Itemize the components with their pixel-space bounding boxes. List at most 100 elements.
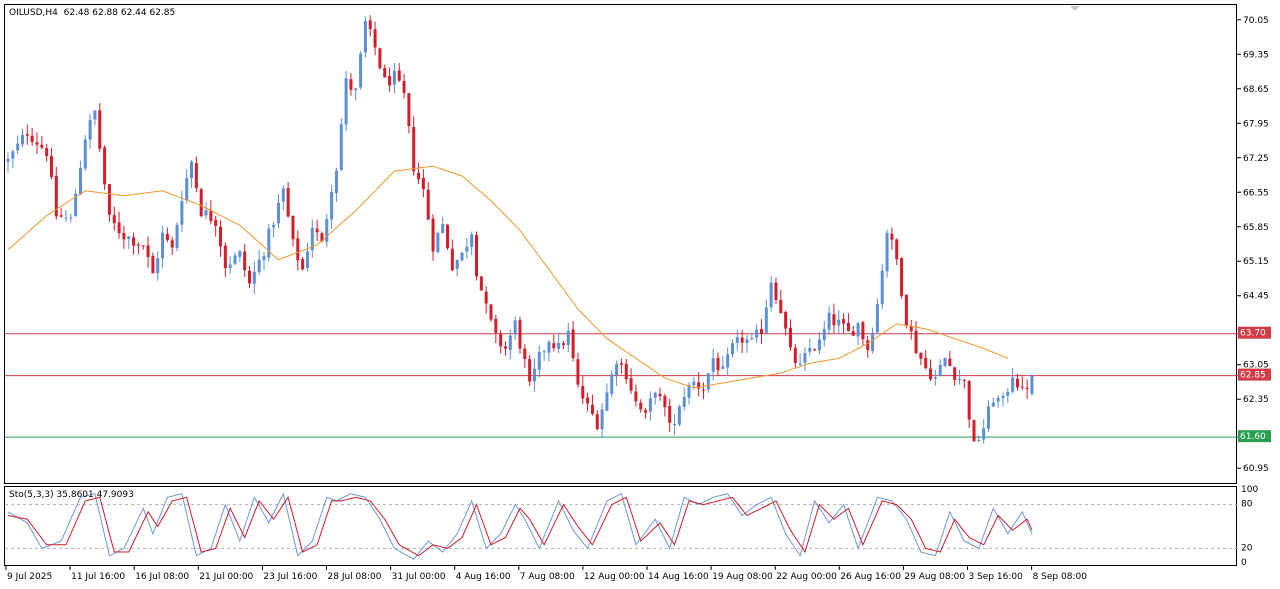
candle-body bbox=[132, 237, 136, 246]
candle-body bbox=[581, 385, 585, 399]
price-chart-pane[interactable]: OILUSD,H4 62.48 62.88 62.44 62.85 bbox=[4, 4, 1238, 485]
candle-body bbox=[204, 210, 208, 216]
time-tick-label: 16 Jul 08:00 bbox=[135, 572, 189, 582]
candle-body bbox=[967, 381, 971, 420]
price-tag-support bbox=[1238, 430, 1271, 443]
candle-body bbox=[286, 188, 290, 217]
candle-body bbox=[460, 252, 464, 261]
candle-body bbox=[320, 233, 324, 242]
candle-body bbox=[615, 364, 619, 376]
candle-body bbox=[508, 335, 512, 351]
candle-body bbox=[334, 170, 338, 194]
time-tick-label: 4 Aug 16:00 bbox=[456, 572, 511, 582]
candle-body bbox=[199, 189, 203, 217]
candle-body bbox=[475, 234, 479, 277]
time-tick-label: 31 Jul 00:00 bbox=[392, 572, 446, 582]
candle-body bbox=[687, 385, 691, 398]
candle-body bbox=[446, 224, 450, 249]
candle-body bbox=[49, 156, 53, 177]
candle-body bbox=[470, 234, 474, 247]
candle-body bbox=[547, 341, 551, 353]
time-tick-label: 19 Aug 08:00 bbox=[712, 572, 773, 582]
candle-body bbox=[948, 358, 952, 367]
time-tick-label: 12 Aug 00:00 bbox=[584, 572, 645, 582]
candle-body bbox=[924, 357, 928, 369]
candle-body bbox=[610, 374, 614, 394]
candle-body bbox=[127, 236, 131, 239]
time-tick-label: 21 Jul 00:00 bbox=[199, 572, 253, 582]
candle-body bbox=[305, 251, 309, 269]
candle-body bbox=[832, 314, 836, 326]
candle-body bbox=[576, 359, 580, 385]
price-tick-label: 65.15 bbox=[1243, 257, 1269, 267]
candle-body bbox=[856, 323, 860, 337]
candle-body bbox=[528, 359, 532, 382]
candle-body bbox=[499, 334, 503, 347]
candle-body bbox=[561, 343, 565, 345]
candle-body bbox=[146, 245, 150, 257]
candle-body bbox=[112, 215, 116, 224]
price-tick-label: 67.25 bbox=[1243, 154, 1269, 164]
candle-body bbox=[793, 347, 797, 363]
candle-body bbox=[363, 20, 367, 53]
candle-body bbox=[296, 238, 300, 261]
price-tick-label: 69.35 bbox=[1243, 50, 1269, 60]
candle-body bbox=[619, 363, 623, 365]
price-chart-canvas[interactable] bbox=[5, 5, 1238, 485]
candle-body bbox=[238, 251, 242, 257]
candle-body bbox=[11, 151, 15, 159]
candle-body bbox=[243, 251, 247, 271]
candle-body bbox=[252, 271, 256, 284]
candle-body bbox=[330, 191, 334, 220]
candle-body bbox=[190, 161, 194, 179]
candle-body bbox=[557, 342, 561, 349]
candle-body bbox=[600, 409, 604, 430]
candle-body bbox=[702, 389, 706, 391]
candle-body bbox=[764, 307, 768, 333]
candle-body bbox=[276, 202, 280, 224]
stochastic-canvas[interactable] bbox=[5, 487, 1238, 567]
candle-body bbox=[813, 349, 817, 351]
time-tick-label: 28 Jul 08:00 bbox=[328, 572, 382, 582]
candle-body bbox=[837, 319, 841, 326]
time-tick-label: 14 Aug 16:00 bbox=[648, 572, 709, 582]
candle-body bbox=[624, 363, 628, 380]
candle-body bbox=[310, 227, 314, 251]
candle-body bbox=[257, 259, 261, 272]
candle-body bbox=[426, 189, 430, 220]
candle-body bbox=[219, 226, 223, 247]
price-tag-label: 61.60 bbox=[1240, 432, 1266, 442]
candle-body bbox=[301, 259, 305, 270]
candle-body bbox=[532, 368, 536, 382]
stoch-tick-label: 80 bbox=[1241, 500, 1253, 510]
candle-body bbox=[1011, 377, 1015, 392]
candle-body bbox=[861, 322, 865, 340]
candle-body bbox=[54, 175, 58, 217]
candle-body bbox=[755, 329, 759, 338]
candle-body bbox=[141, 245, 145, 247]
candle-body bbox=[692, 381, 696, 386]
candle-body bbox=[982, 428, 986, 440]
candle-body bbox=[441, 224, 445, 233]
candle-body bbox=[938, 364, 942, 376]
price-tick-label: 65.85 bbox=[1243, 223, 1269, 233]
candle-body bbox=[98, 110, 102, 149]
candle-body bbox=[170, 240, 174, 248]
candle-body bbox=[1006, 391, 1010, 396]
candle-body bbox=[803, 353, 807, 363]
candle-body bbox=[83, 139, 87, 169]
candle-body bbox=[653, 392, 657, 398]
candle-body bbox=[871, 332, 875, 351]
time-tick-label: 9 Jul 2025 bbox=[7, 572, 52, 582]
candle-body bbox=[895, 239, 899, 260]
candle-body bbox=[6, 159, 10, 162]
candle-body bbox=[731, 343, 734, 355]
stoch-main-line bbox=[7, 492, 1033, 560]
candle-body bbox=[822, 329, 826, 341]
candle-body bbox=[156, 258, 160, 274]
candle-body bbox=[634, 391, 638, 402]
candle-body bbox=[59, 215, 63, 217]
candle-body bbox=[933, 377, 937, 379]
stochastic-pane[interactable]: Sto(5,3,3) 35.8601 47.9093 bbox=[4, 486, 1238, 567]
